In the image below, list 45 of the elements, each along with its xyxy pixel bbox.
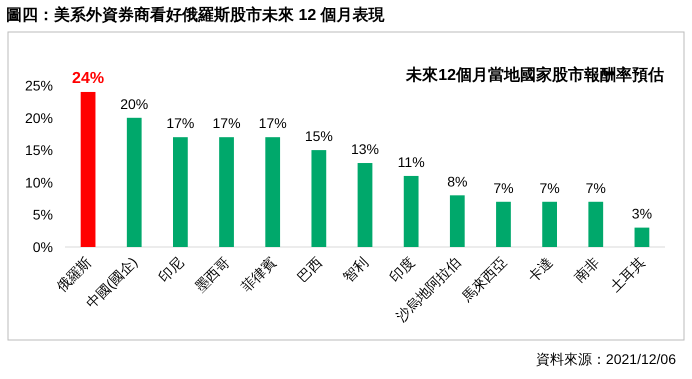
bar (588, 202, 604, 247)
x-tick-label: 土耳其 (607, 254, 648, 295)
bar (634, 228, 650, 247)
data-label: 15% (304, 128, 333, 144)
data-label: 7% (540, 180, 560, 196)
chart-title: 圖四：美系外資券商看好俄羅斯股市未來 12 個月表現 (6, 5, 386, 24)
data-label: 8% (447, 173, 468, 190)
data-label: 13% (350, 141, 380, 158)
x-tick-label: 巴西 (294, 254, 325, 285)
y-tick-label: 15% (24, 142, 53, 158)
x-tick-label: 智利 (340, 254, 372, 285)
bar (496, 202, 511, 247)
y-tick-label: 10% (24, 174, 53, 190)
chart-subtitle: 未來12個月當地國家股市報酬率預估 (405, 65, 664, 84)
bar (450, 195, 465, 247)
data-label: 7% (493, 180, 514, 196)
x-tick-label: 卡達 (524, 254, 556, 285)
bar (173, 137, 188, 247)
bar (126, 118, 142, 247)
data-label: 24% (72, 70, 104, 87)
bar (542, 202, 557, 247)
bar (311, 150, 326, 247)
bar (404, 176, 419, 247)
x-tick-label: 南非 (570, 254, 602, 285)
y-tick-label: 25% (24, 78, 53, 94)
x-tick-label: 印度 (386, 254, 418, 285)
data-label: 3% (632, 206, 652, 222)
source-note: 資料來源：2021/12/06 (536, 351, 676, 367)
data-label: 17% (212, 115, 241, 132)
bar (219, 137, 234, 247)
bar (80, 92, 96, 247)
bar (358, 163, 372, 247)
y-tick-label: 0% (32, 239, 53, 255)
y-tick-label: 5% (32, 206, 53, 223)
data-label: 11% (398, 154, 425, 170)
data-label: 17% (166, 115, 194, 132)
bar (265, 137, 280, 247)
y-tick-label: 20% (24, 110, 53, 126)
data-label: 7% (586, 180, 606, 196)
x-tick-label: 印尼 (155, 254, 187, 285)
data-label: 17% (258, 115, 287, 132)
x-tick-label: 俄羅斯 (53, 254, 94, 295)
data-label: 20% (120, 96, 148, 112)
x-tick-label: 墨西哥 (192, 254, 233, 295)
x-tick-label: 菲律賓 (238, 254, 279, 295)
